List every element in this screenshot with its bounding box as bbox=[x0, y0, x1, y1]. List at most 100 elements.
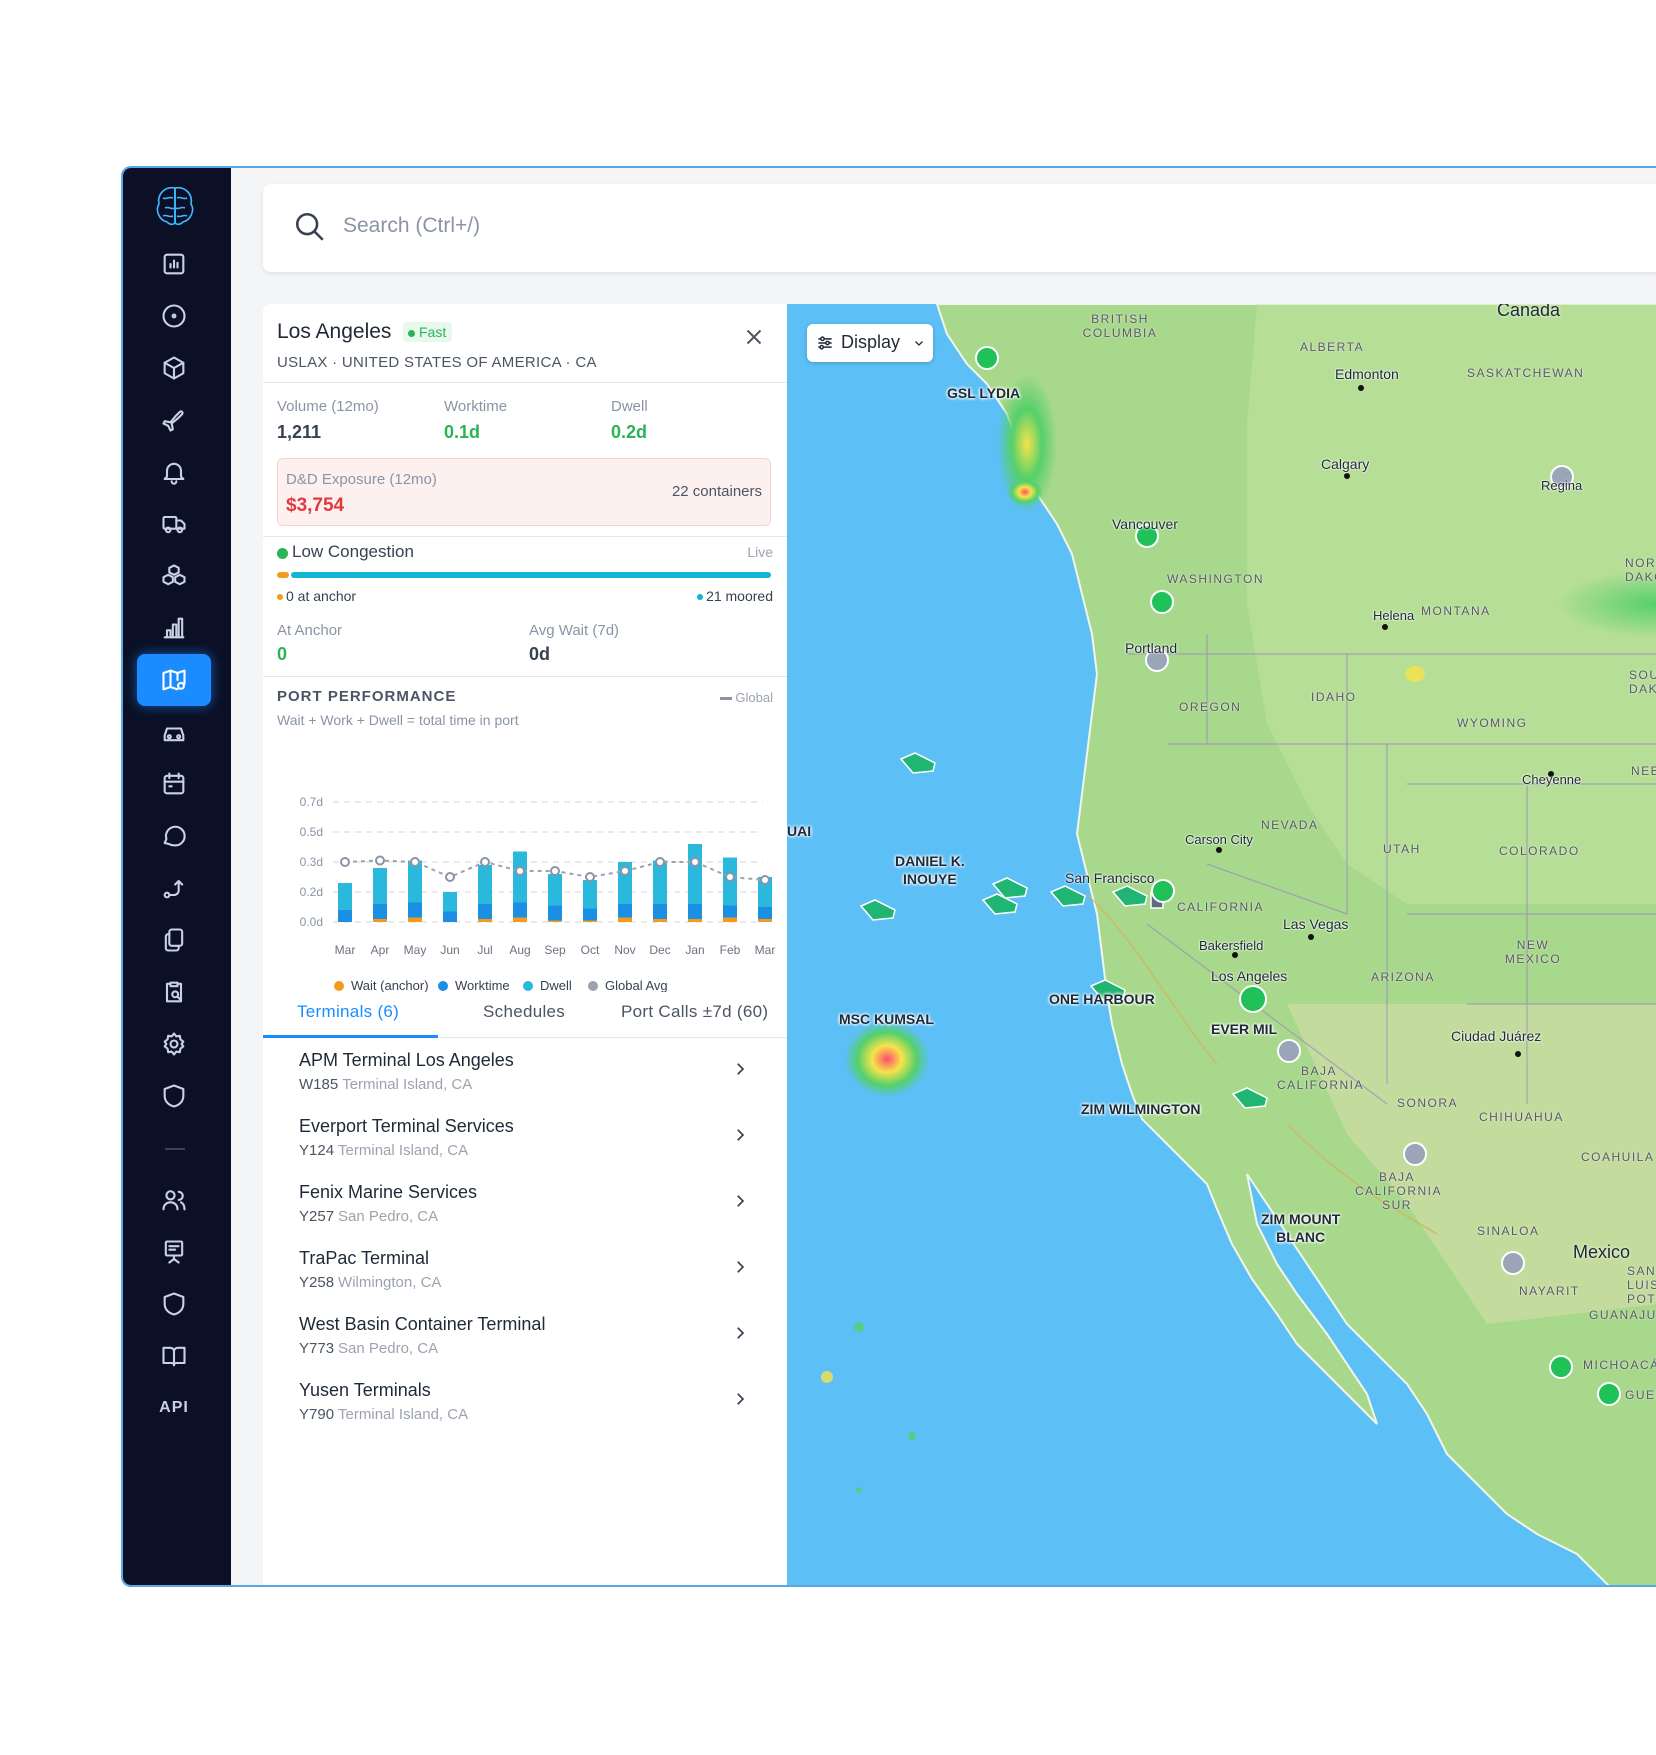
nav-bar-chart[interactable] bbox=[137, 602, 211, 654]
nav-presentation[interactable] bbox=[137, 1226, 211, 1278]
terminal-location: San Pedro, CA bbox=[338, 1340, 439, 1357]
terminal-row[interactable]: Yusen Terminals Y790 Terminal Island, CA bbox=[263, 1368, 787, 1434]
chat-icon bbox=[163, 825, 186, 847]
display-button[interactable]: Display bbox=[807, 324, 933, 362]
tab-terminals[interactable]: Terminals (6) bbox=[297, 1002, 400, 1021]
tab-schedules[interactable]: Schedules bbox=[483, 1002, 566, 1021]
at-anchor-value: 0 bbox=[277, 644, 288, 664]
nav-plane[interactable] bbox=[137, 394, 211, 446]
legend-marker bbox=[523, 981, 533, 991]
documents-icon bbox=[164, 928, 184, 952]
anchor-bar bbox=[277, 572, 289, 578]
nav-truck[interactable] bbox=[137, 498, 211, 550]
terminal-row[interactable]: Everport Terminal Services Y124 Terminal I… bbox=[263, 1104, 787, 1170]
at-anchor-label: At Anchor bbox=[277, 622, 343, 639]
map-canvas[interactable] bbox=[787, 304, 1656, 1587]
terminal-name: APM Terminal Los Angeles bbox=[299, 1050, 514, 1070]
search-input[interactable]: Search (Ctrl+/) bbox=[343, 214, 481, 237]
vessel-label-msc-kumsal[interactable]: MSC KUMSAL bbox=[839, 1011, 934, 1027]
congestion-title: Low Congestion bbox=[292, 542, 414, 561]
region-saskatchewan: SASKATCHEWAN bbox=[1467, 366, 1585, 380]
search-bar[interactable]: Search (Ctrl+/) bbox=[263, 184, 1656, 272]
close-icon[interactable] bbox=[741, 324, 767, 350]
terminal-row[interactable]: West Basin Container Terminal Y773 San Ped… bbox=[263, 1302, 787, 1368]
global-avg-point bbox=[340, 857, 350, 867]
global-avg-point bbox=[620, 866, 630, 876]
terminal-location: Terminal Island, CA bbox=[342, 1076, 473, 1093]
global-avg-point bbox=[690, 857, 700, 867]
global-key: Global bbox=[720, 690, 773, 705]
terminal-meta: W185 Terminal Island, CA bbox=[299, 1076, 472, 1093]
nav-box[interactable] bbox=[137, 342, 211, 394]
nav-compass[interactable] bbox=[137, 290, 211, 342]
tab-port-calls[interactable]: Port Calls ±7d (60) bbox=[621, 1002, 769, 1021]
vessel-label-ever-mil[interactable]: EVER MIL bbox=[1211, 1021, 1278, 1037]
chevron-right-icon[interactable] bbox=[731, 1126, 749, 1144]
nav-api[interactable]: API bbox=[137, 1382, 211, 1434]
nav-car[interactable] bbox=[137, 706, 211, 758]
chevron-right-icon[interactable] bbox=[731, 1258, 749, 1276]
map-view[interactable]: Display Canada Mexico BRITISH COLUMBIA A… bbox=[787, 304, 1656, 1587]
global-avg-point bbox=[550, 866, 560, 876]
region-montana: MONTANA bbox=[1421, 604, 1491, 618]
nav-analytics[interactable] bbox=[137, 238, 211, 290]
chevron-right-icon[interactable] bbox=[731, 1390, 749, 1408]
bar-segment bbox=[758, 919, 772, 922]
panel-tabs: Terminals (6) Schedules Port Calls ±7d (… bbox=[263, 990, 787, 1038]
vessel-label-zim-wilmington[interactable]: ZIM WILMINGTON bbox=[1081, 1101, 1201, 1117]
nav-settings[interactable] bbox=[137, 1018, 211, 1070]
speed-badge: Fast bbox=[403, 322, 453, 342]
vessel-label-uai[interactable]: UAI bbox=[787, 823, 812, 839]
bar-segment bbox=[758, 907, 772, 919]
vessel-label-one-harbour[interactable]: ONE HARBOUR bbox=[1049, 991, 1155, 1007]
active-tab-indicator bbox=[263, 1035, 438, 1038]
performance-chart: 0.0d 0.2d 0.3d 0.5d 0.7d Mar Apr May Jun Jul Aug Se… bbox=[300, 795, 776, 992]
region-coahuila: COAHUILA bbox=[1581, 1150, 1655, 1164]
nav-chat[interactable] bbox=[137, 810, 211, 862]
dwell-value: 0.2d bbox=[611, 422, 648, 442]
chevron-right-icon[interactable] bbox=[731, 1060, 749, 1078]
region-oregon: OREGON bbox=[1179, 700, 1242, 714]
bar-segment bbox=[478, 919, 492, 922]
nav-clipboard-search[interactable] bbox=[137, 966, 211, 1018]
city-edmonton: Edmonton bbox=[1335, 366, 1399, 382]
brain-logo-icon[interactable] bbox=[151, 182, 199, 230]
chevron-right-icon[interactable] bbox=[731, 1192, 749, 1210]
plane-icon bbox=[162, 410, 184, 432]
legend-marker bbox=[438, 981, 448, 991]
shield-icon bbox=[163, 1292, 185, 1316]
nav-docs[interactable] bbox=[137, 1330, 211, 1382]
divider bbox=[263, 536, 787, 537]
nav-cubes[interactable] bbox=[137, 550, 211, 602]
nav-shield[interactable] bbox=[137, 1070, 211, 1122]
bar-segment bbox=[478, 865, 492, 904]
bar-segment bbox=[548, 920, 562, 922]
nav-map[interactable] bbox=[137, 654, 211, 706]
search-icon bbox=[295, 212, 324, 241]
bar-segment bbox=[723, 917, 737, 922]
vessel-label-daniel-inouye[interactable]: DANIEL K. INOUYE bbox=[895, 853, 965, 887]
nav-documents[interactable] bbox=[137, 914, 211, 966]
terminal-row[interactable]: Fenix Marine Services Y257 San Pedro, CA bbox=[263, 1170, 787, 1236]
truck-icon bbox=[162, 515, 186, 534]
vessel-label-zim-mount-blanc[interactable]: ZIM MOUNT BLANC bbox=[1261, 1211, 1341, 1245]
chevron-down-icon bbox=[915, 341, 923, 346]
chevron-right-icon[interactable] bbox=[731, 1324, 749, 1342]
bell-icon bbox=[163, 462, 185, 485]
terminal-name: TraPac Terminal bbox=[299, 1248, 430, 1268]
bar-segment bbox=[408, 902, 422, 918]
terminal-name: Yusen Terminals bbox=[299, 1380, 431, 1400]
terminal-row[interactable]: APM Terminal Los Angeles W185 Terminal Isl… bbox=[263, 1038, 787, 1104]
bar-segment bbox=[338, 883, 352, 910]
nav-shield-2[interactable] bbox=[137, 1278, 211, 1330]
nav-users[interactable] bbox=[137, 1174, 211, 1226]
nav-route[interactable] bbox=[137, 862, 211, 914]
terminal-row[interactable]: TraPac Terminal Y258 Wilmington, CA bbox=[263, 1236, 787, 1302]
nav-calendar[interactable] bbox=[137, 758, 211, 810]
global-avg-point bbox=[445, 872, 455, 882]
legend-label: Wait (anchor) bbox=[351, 978, 429, 992]
nav-alerts[interactable] bbox=[137, 446, 211, 498]
x-tick-label: Sep bbox=[544, 943, 566, 957]
region-utah: UTAH bbox=[1383, 842, 1421, 856]
vessel-label-gsl-lydia[interactable]: GSL LYDIA bbox=[947, 385, 1021, 401]
